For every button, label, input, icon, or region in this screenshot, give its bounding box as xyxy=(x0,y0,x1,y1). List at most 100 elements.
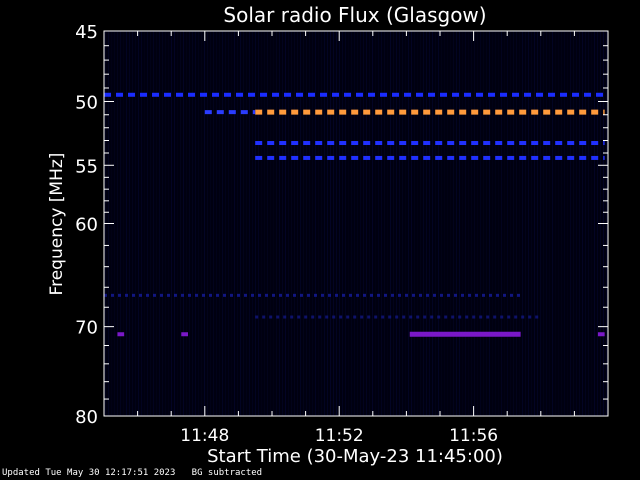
noise-streak xyxy=(348,31,349,416)
noise-streak xyxy=(429,31,430,416)
band-segment xyxy=(116,92,123,97)
band-segment xyxy=(440,293,443,297)
band-segment xyxy=(342,293,345,297)
band-segment xyxy=(459,141,467,146)
noise-streak xyxy=(339,31,340,416)
noise-streak xyxy=(417,31,418,416)
noise-streak xyxy=(297,31,298,416)
x-tick-label: 11:52 xyxy=(315,426,364,446)
noise-streak xyxy=(270,31,271,416)
noise-streak xyxy=(243,31,244,416)
band-segment xyxy=(519,141,527,146)
band-segment xyxy=(412,293,415,297)
band-segment xyxy=(591,141,599,146)
updated-timestamp: Updated Tue May 30 12:17:51 2023 xyxy=(2,468,176,478)
noise-streak xyxy=(477,31,478,416)
band-segment xyxy=(483,155,491,160)
noise-streak xyxy=(282,31,283,416)
band-segment xyxy=(125,293,128,297)
band-segment xyxy=(483,109,491,115)
band-segment xyxy=(195,293,198,297)
band-segment xyxy=(176,92,183,97)
noise-streak xyxy=(525,31,526,416)
y-tick-label: 70 xyxy=(75,318,98,339)
band-segment xyxy=(380,92,387,97)
noise-streak xyxy=(597,31,598,416)
noise-streak xyxy=(135,31,136,416)
band-segment xyxy=(579,141,587,146)
band-segment xyxy=(404,92,411,97)
noise-streak xyxy=(420,31,421,416)
band-segment xyxy=(279,155,287,160)
noise-streak xyxy=(195,31,196,416)
band-segment xyxy=(391,293,394,297)
noise-streak xyxy=(312,31,313,416)
band-51mhz-early xyxy=(204,110,256,115)
band-segment xyxy=(388,315,392,319)
band-segment xyxy=(367,315,371,319)
noise-streak xyxy=(543,31,544,416)
noise-streak xyxy=(354,31,355,416)
noise-streak xyxy=(180,31,181,416)
band-segment xyxy=(435,155,443,160)
band-segment xyxy=(216,110,224,115)
noise-streak xyxy=(498,31,499,416)
band-segment xyxy=(363,109,371,115)
band-segment xyxy=(339,141,347,146)
band-segment xyxy=(344,92,351,97)
band-segment xyxy=(104,293,107,297)
band-segment xyxy=(579,109,587,115)
band-segment xyxy=(370,293,373,297)
band-segment xyxy=(447,155,455,160)
noise-streak xyxy=(234,31,235,416)
band-segment xyxy=(375,109,383,115)
y-tick-label: 55 xyxy=(75,156,98,177)
band-segment xyxy=(493,315,497,319)
band-segment xyxy=(237,293,240,297)
noise-streak xyxy=(120,31,121,416)
noise-streak xyxy=(228,31,229,416)
band-segment xyxy=(507,155,515,160)
band-segment xyxy=(209,293,212,297)
band-segment xyxy=(387,155,395,160)
band-segment xyxy=(315,155,323,160)
band-segment xyxy=(423,315,427,319)
noise-streak xyxy=(204,31,205,416)
band-segment xyxy=(230,293,233,297)
band-segment xyxy=(279,109,287,115)
band-segment xyxy=(433,293,436,297)
band-segment xyxy=(279,293,282,297)
noise-streak xyxy=(159,31,160,416)
band-segment xyxy=(269,315,273,319)
noise-streak xyxy=(156,31,157,416)
band-segment xyxy=(236,92,243,97)
noise-streak xyxy=(363,31,364,416)
band-segment xyxy=(153,293,156,297)
noise-streak xyxy=(360,31,361,416)
noise-streak xyxy=(114,31,115,416)
band-segment xyxy=(567,155,575,160)
band-segment xyxy=(423,155,431,160)
band-segment xyxy=(375,155,383,160)
band-segment xyxy=(471,141,479,146)
noise-streak xyxy=(558,31,559,416)
noise-streak xyxy=(549,31,550,416)
noise-streak xyxy=(441,31,442,416)
band-segment xyxy=(284,92,291,97)
band-segment xyxy=(132,293,135,297)
band-segment xyxy=(303,141,311,146)
noise-streak xyxy=(531,31,532,416)
band-segment xyxy=(423,109,431,115)
noise-streak xyxy=(582,31,583,416)
noise-streak xyxy=(546,31,547,416)
band-segment xyxy=(543,155,551,160)
band-segment xyxy=(560,92,567,97)
band-segment xyxy=(377,293,380,297)
band-segment xyxy=(398,293,401,297)
band-segment xyxy=(308,92,315,97)
noise-streak xyxy=(330,31,331,416)
band-segment xyxy=(500,315,504,319)
band-segment xyxy=(339,315,343,319)
band-51mhz-strong xyxy=(255,109,605,115)
band-segment xyxy=(332,92,339,97)
